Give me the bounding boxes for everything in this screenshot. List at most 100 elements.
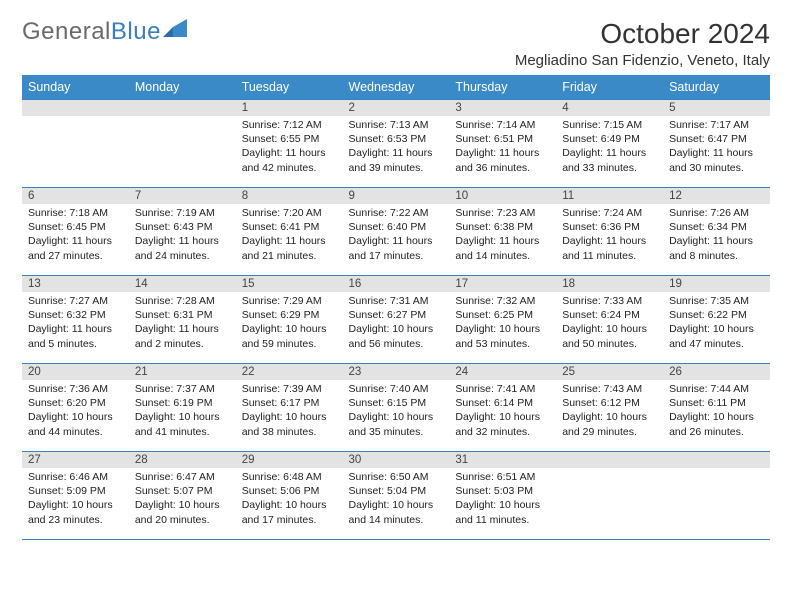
day-detail-line: Sunrise: 6:46 AM xyxy=(28,470,123,484)
weekday-header: Thursday xyxy=(449,75,556,100)
calendar-day-cell: 28Sunrise: 6:47 AMSunset: 5:07 PMDayligh… xyxy=(129,452,236,540)
day-number: 22 xyxy=(236,364,343,380)
calendar-day-cell: 2Sunrise: 7:13 AMSunset: 6:53 PMDaylight… xyxy=(343,100,450,188)
day-detail-line: and 35 minutes. xyxy=(349,425,444,439)
day-detail-line: Sunrise: 7:12 AM xyxy=(242,118,337,132)
day-detail-line: Daylight: 11 hours xyxy=(455,234,550,248)
calendar-day-cell: 6Sunrise: 7:18 AMSunset: 6:45 PMDaylight… xyxy=(22,188,129,276)
day-detail-line: Sunrise: 6:51 AM xyxy=(455,470,550,484)
day-number: 1 xyxy=(236,100,343,116)
day-detail-line: Sunrise: 7:44 AM xyxy=(669,382,764,396)
calendar-day-cell: 17Sunrise: 7:32 AMSunset: 6:25 PMDayligh… xyxy=(449,276,556,364)
day-details: Sunrise: 6:51 AMSunset: 5:03 PMDaylight:… xyxy=(449,468,556,531)
day-detail-line: Sunrise: 7:28 AM xyxy=(135,294,230,308)
calendar-day-cell: 8Sunrise: 7:20 AMSunset: 6:41 PMDaylight… xyxy=(236,188,343,276)
day-number: 7 xyxy=(129,188,236,204)
day-detail-line: and 14 minutes. xyxy=(455,249,550,263)
day-number: 5 xyxy=(663,100,770,116)
day-details: Sunrise: 7:20 AMSunset: 6:41 PMDaylight:… xyxy=(236,204,343,267)
day-detail-line: Sunset: 6:19 PM xyxy=(135,396,230,410)
day-detail-line: Sunset: 6:45 PM xyxy=(28,220,123,234)
calendar-day-cell: 20Sunrise: 7:36 AMSunset: 6:20 PMDayligh… xyxy=(22,364,129,452)
day-details xyxy=(22,116,129,122)
day-number: 3 xyxy=(449,100,556,116)
calendar-day-cell: 27Sunrise: 6:46 AMSunset: 5:09 PMDayligh… xyxy=(22,452,129,540)
day-detail-line: Sunset: 6:32 PM xyxy=(28,308,123,322)
day-detail-line: Sunrise: 7:26 AM xyxy=(669,206,764,220)
day-detail-line: Sunrise: 7:37 AM xyxy=(135,382,230,396)
day-details: Sunrise: 7:17 AMSunset: 6:47 PMDaylight:… xyxy=(663,116,770,179)
calendar-day-cell: 30Sunrise: 6:50 AMSunset: 5:04 PMDayligh… xyxy=(343,452,450,540)
day-detail-line: Sunrise: 6:47 AM xyxy=(135,470,230,484)
day-detail-line: and 33 minutes. xyxy=(562,161,657,175)
day-detail-line: Sunset: 6:17 PM xyxy=(242,396,337,410)
day-number: 6 xyxy=(22,188,129,204)
calendar-page: GeneralBlue October 2024 Megliadino San … xyxy=(0,0,792,540)
calendar-day-cell: 26Sunrise: 7:44 AMSunset: 6:11 PMDayligh… xyxy=(663,364,770,452)
brand-text-blue: Blue xyxy=(111,18,161,46)
day-detail-line: Sunrise: 7:13 AM xyxy=(349,118,444,132)
day-detail-line: and 47 minutes. xyxy=(669,337,764,351)
day-number: 4 xyxy=(556,100,663,116)
day-detail-line: Sunset: 6:15 PM xyxy=(349,396,444,410)
day-details xyxy=(129,116,236,122)
calendar-week-row: 27Sunrise: 6:46 AMSunset: 5:09 PMDayligh… xyxy=(22,452,770,540)
calendar-day-cell: 13Sunrise: 7:27 AMSunset: 6:32 PMDayligh… xyxy=(22,276,129,364)
day-number: 11 xyxy=(556,188,663,204)
day-detail-line: and 44 minutes. xyxy=(28,425,123,439)
day-details: Sunrise: 7:26 AMSunset: 6:34 PMDaylight:… xyxy=(663,204,770,267)
day-detail-line: and 17 minutes. xyxy=(242,513,337,527)
weekday-header: Wednesday xyxy=(343,75,450,100)
day-detail-line: and 50 minutes. xyxy=(562,337,657,351)
calendar-day-cell: 18Sunrise: 7:33 AMSunset: 6:24 PMDayligh… xyxy=(556,276,663,364)
location-text: Megliadino San Fidenzio, Veneto, Italy xyxy=(515,52,770,69)
weekday-header: Sunday xyxy=(22,75,129,100)
calendar-day-cell: 24Sunrise: 7:41 AMSunset: 6:14 PMDayligh… xyxy=(449,364,556,452)
day-details: Sunrise: 7:39 AMSunset: 6:17 PMDaylight:… xyxy=(236,380,343,443)
calendar-day-cell: 1Sunrise: 7:12 AMSunset: 6:55 PMDaylight… xyxy=(236,100,343,188)
weekday-header: Saturday xyxy=(663,75,770,100)
calendar-day-cell: 11Sunrise: 7:24 AMSunset: 6:36 PMDayligh… xyxy=(556,188,663,276)
day-number: 25 xyxy=(556,364,663,380)
day-detail-line: Daylight: 10 hours xyxy=(562,410,657,424)
day-details: Sunrise: 7:24 AMSunset: 6:36 PMDaylight:… xyxy=(556,204,663,267)
day-details: Sunrise: 7:14 AMSunset: 6:51 PMDaylight:… xyxy=(449,116,556,179)
day-detail-line: Daylight: 10 hours xyxy=(242,410,337,424)
day-detail-line: Daylight: 11 hours xyxy=(455,146,550,160)
day-detail-line: Sunset: 6:11 PM xyxy=(669,396,764,410)
calendar-body: 1Sunrise: 7:12 AMSunset: 6:55 PMDaylight… xyxy=(22,100,770,540)
day-detail-line: and 17 minutes. xyxy=(349,249,444,263)
calendar-day-cell: 21Sunrise: 7:37 AMSunset: 6:19 PMDayligh… xyxy=(129,364,236,452)
day-detail-line: Daylight: 11 hours xyxy=(28,322,123,336)
calendar-day-cell: 16Sunrise: 7:31 AMSunset: 6:27 PMDayligh… xyxy=(343,276,450,364)
day-detail-line: Sunrise: 7:18 AM xyxy=(28,206,123,220)
day-detail-line: and 38 minutes. xyxy=(242,425,337,439)
day-details: Sunrise: 7:44 AMSunset: 6:11 PMDaylight:… xyxy=(663,380,770,443)
day-number xyxy=(22,100,129,116)
day-detail-line: Sunrise: 7:29 AM xyxy=(242,294,337,308)
day-number: 30 xyxy=(343,452,450,468)
day-detail-line: and 5 minutes. xyxy=(28,337,123,351)
brand-logo: GeneralBlue xyxy=(22,18,189,46)
calendar-day-cell: 19Sunrise: 7:35 AMSunset: 6:22 PMDayligh… xyxy=(663,276,770,364)
day-detail-line: Sunrise: 7:17 AM xyxy=(669,118,764,132)
day-detail-line: Daylight: 11 hours xyxy=(242,234,337,248)
day-details: Sunrise: 7:29 AMSunset: 6:29 PMDaylight:… xyxy=(236,292,343,355)
day-detail-line: and 14 minutes. xyxy=(349,513,444,527)
day-number: 12 xyxy=(663,188,770,204)
day-detail-line: Sunset: 6:38 PM xyxy=(455,220,550,234)
day-detail-line: Sunset: 5:07 PM xyxy=(135,484,230,498)
calendar-week-row: 13Sunrise: 7:27 AMSunset: 6:32 PMDayligh… xyxy=(22,276,770,364)
day-number xyxy=(663,452,770,468)
day-detail-line: Sunrise: 7:23 AM xyxy=(455,206,550,220)
calendar-day-cell xyxy=(556,452,663,540)
day-detail-line: Sunrise: 7:35 AM xyxy=(669,294,764,308)
day-detail-line: Sunrise: 7:43 AM xyxy=(562,382,657,396)
day-detail-line: and 59 minutes. xyxy=(242,337,337,351)
day-detail-line: Sunrise: 7:41 AM xyxy=(455,382,550,396)
day-details xyxy=(556,468,663,474)
day-detail-line: and 27 minutes. xyxy=(28,249,123,263)
day-detail-line: and 26 minutes. xyxy=(669,425,764,439)
day-detail-line: Daylight: 10 hours xyxy=(28,498,123,512)
day-detail-line: Sunrise: 7:31 AM xyxy=(349,294,444,308)
